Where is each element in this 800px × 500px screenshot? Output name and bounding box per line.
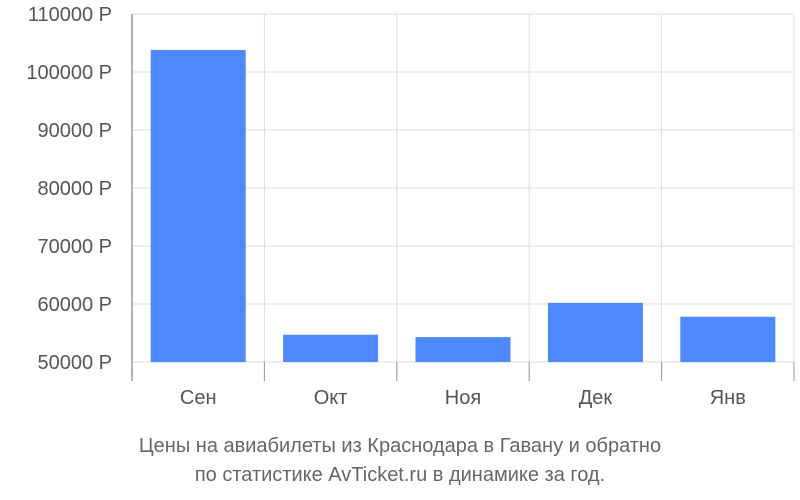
- x-tick-label: Сен: [180, 387, 217, 409]
- bar: [547, 302, 643, 362]
- price-bar-chart: 50000 Р 60000 Р 70000 Р 80000 Р 90000 Р 10000…: [26, 4, 795, 409]
- bar: [150, 49, 246, 363]
- x-tick-label: Окт: [314, 387, 348, 409]
- x-axis-tick-labels: Сен Окт Ноя Дек Янв: [180, 387, 746, 409]
- x-tick-label: Янв: [710, 387, 746, 409]
- bar: [283, 334, 379, 362]
- y-tick-label: 100000 Р: [26, 62, 112, 84]
- y-tick-label: 60000 Р: [37, 294, 112, 316]
- bar: [415, 337, 511, 362]
- axes: [131, 14, 795, 381]
- y-tick-label: 70000 Р: [37, 236, 112, 258]
- chart-caption-line-2: по статистике AvTicket.ru в динамике за …: [194, 464, 606, 486]
- y-tick-label: 80000 Р: [37, 178, 112, 200]
- chart-caption-line-1: Цены на авиабилеты из Краснодара в Гаван…: [138, 435, 662, 457]
- bars: [150, 49, 776, 363]
- y-tick-label: 50000 Р: [37, 352, 112, 374]
- x-tick-label: Дек: [579, 387, 613, 409]
- y-tick-label: 110000 Р: [28, 4, 112, 26]
- x-tick-label: Ноя: [445, 387, 481, 409]
- y-axis-tick-labels: 50000 Р 60000 Р 70000 Р 80000 Р 90000 Р 10000…: [26, 4, 112, 374]
- y-tick-label: 90000 Р: [37, 120, 112, 142]
- bar: [680, 316, 776, 362]
